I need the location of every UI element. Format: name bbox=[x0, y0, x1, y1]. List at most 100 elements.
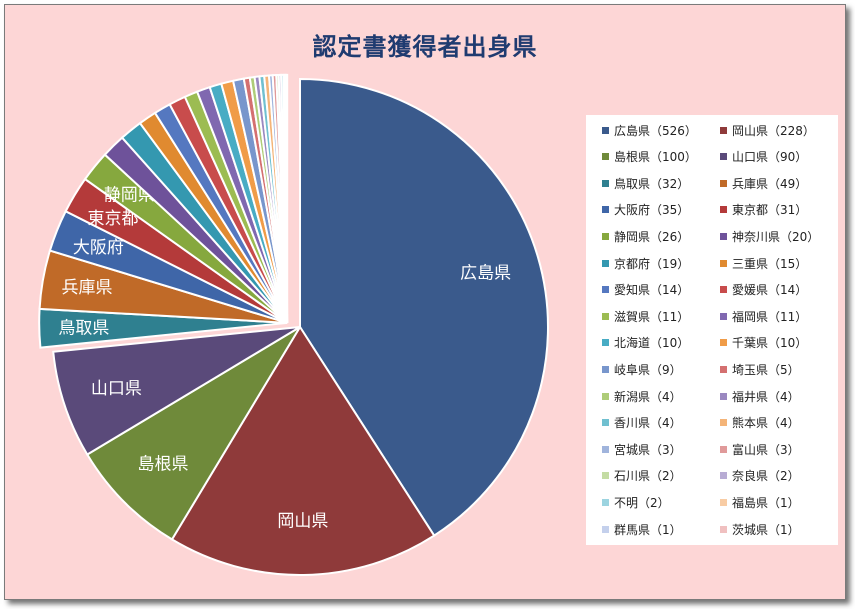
legend-label: 三重県（15） bbox=[732, 256, 808, 271]
legend-item: 山口県（90） bbox=[720, 144, 807, 170]
legend-label: 岡山県（228） bbox=[732, 123, 815, 138]
legend-item: 愛知県（14） bbox=[602, 277, 689, 303]
legend-swatch bbox=[602, 259, 609, 267]
slice-label-兵庫県: 兵庫県 bbox=[61, 278, 112, 298]
legend-label: 愛媛県（14） bbox=[732, 283, 808, 298]
legend-label: 東京都（31） bbox=[732, 203, 808, 218]
legend-label: 広島県（526） bbox=[614, 123, 697, 138]
pie-slice-岡山県 bbox=[170, 325, 436, 576]
legend-swatch bbox=[602, 419, 609, 427]
legend-item: 熊本県（4） bbox=[720, 410, 800, 436]
pie-slice-茨城県 bbox=[284, 73, 289, 323]
legend-swatch bbox=[602, 312, 609, 320]
legend-label: 岐阜県（9） bbox=[614, 362, 682, 377]
legend-label: 滋賀県（11） bbox=[614, 309, 690, 324]
legend-item: 不明（2） bbox=[602, 489, 670, 515]
legend-item: 広島県（526） bbox=[602, 117, 697, 143]
legend-item: 奈良県（2） bbox=[720, 463, 800, 489]
legend-swatch bbox=[602, 445, 609, 453]
slice-label-鳥取県: 鳥取県 bbox=[58, 318, 109, 338]
legend-label: 山口県（90） bbox=[732, 150, 808, 165]
legend-item: 東京都（31） bbox=[720, 197, 807, 223]
legend-item: 富山県（3） bbox=[720, 436, 800, 462]
legend-swatch bbox=[720, 525, 727, 533]
legend-swatch bbox=[720, 206, 727, 214]
legend-label: 福井県（4） bbox=[732, 389, 800, 404]
legend-label: 福島県（1） bbox=[732, 495, 800, 510]
legend-label: 奈良県（2） bbox=[732, 469, 800, 484]
legend-label: 千葉県（10） bbox=[732, 336, 808, 351]
legend-item: 滋賀県（11） bbox=[602, 303, 689, 329]
legend-item: 宮城県（3） bbox=[602, 436, 682, 462]
legend-item: 福岡県（11） bbox=[720, 303, 807, 329]
legend-item: 京都府（19） bbox=[602, 250, 689, 276]
legend-swatch bbox=[602, 179, 609, 187]
legend-item: 福島県（1） bbox=[720, 489, 800, 515]
legend-item: 鳥取県（32） bbox=[602, 170, 689, 196]
legend-swatch bbox=[720, 232, 727, 240]
legend-label: 不明（2） bbox=[614, 495, 670, 510]
legend-item: 大阪府（35） bbox=[602, 197, 689, 223]
legend-swatch bbox=[720, 153, 727, 161]
legend-swatch bbox=[720, 179, 727, 187]
legend-label: 石川県（2） bbox=[614, 469, 682, 484]
legend-item: 愛媛県（14） bbox=[720, 277, 807, 303]
chart-title: 認定書獲得者出身県 bbox=[312, 33, 538, 61]
legend-item: 静岡県（26） bbox=[602, 223, 689, 249]
legend-item: 島根県（100） bbox=[602, 144, 697, 170]
legend-swatch bbox=[602, 206, 609, 214]
legend-swatch bbox=[720, 126, 727, 134]
legend-label: 茨城県（1） bbox=[732, 522, 800, 537]
legend-item: 香川県（4） bbox=[602, 410, 682, 436]
slice-label-広島県: 広島県 bbox=[460, 263, 511, 283]
slice-label-東京都: 東京都 bbox=[88, 209, 139, 229]
legend-label: 大阪府（35） bbox=[614, 203, 690, 218]
legend-label: 静岡県（26） bbox=[614, 229, 690, 244]
legend-label: 鳥取県（32） bbox=[614, 176, 690, 191]
legend-item: 神奈川県（20） bbox=[720, 223, 819, 249]
legend-label: 香川県（4） bbox=[614, 416, 682, 431]
legend-swatch bbox=[720, 419, 727, 427]
slice-label-山口県: 山口県 bbox=[91, 379, 142, 399]
legend-item: 群馬県（1） bbox=[602, 516, 682, 542]
legend-item: 兵庫県（49） bbox=[720, 170, 807, 196]
pie-slice-島根県 bbox=[85, 326, 301, 541]
legend-item: 埼玉県（5） bbox=[720, 356, 800, 382]
legend-swatch bbox=[720, 312, 727, 320]
legend-swatch bbox=[602, 153, 609, 161]
legend-item: 新潟県（4） bbox=[602, 383, 682, 409]
legend-label: 島根県（100） bbox=[614, 150, 697, 165]
legend-item: 茨城県（1） bbox=[720, 516, 800, 542]
legend-label: 北海道（10） bbox=[614, 336, 690, 351]
legend-item: 北海道（10） bbox=[602, 330, 689, 356]
slice-label-岡山県: 岡山県 bbox=[277, 511, 328, 531]
legend-item: 千葉県（10） bbox=[720, 330, 807, 356]
legend-swatch bbox=[602, 232, 609, 240]
legend-swatch bbox=[720, 365, 727, 373]
legend-label: 宮城県（3） bbox=[614, 442, 682, 457]
slice-label-大阪府: 大阪府 bbox=[73, 238, 124, 258]
legend-swatch bbox=[602, 525, 609, 533]
pie-slice-山口県 bbox=[52, 326, 301, 456]
legend-swatch bbox=[602, 126, 609, 134]
slice-label-静岡県: 静岡県 bbox=[104, 186, 155, 206]
legend-swatch bbox=[720, 498, 727, 506]
legend-swatch bbox=[720, 339, 727, 347]
legend-label: 兵庫県（49） bbox=[732, 176, 808, 191]
legend-item: 石川県（2） bbox=[602, 463, 682, 489]
legend-swatch bbox=[602, 286, 609, 294]
pie-slice-広島県 bbox=[299, 77, 549, 537]
legend-swatch bbox=[602, 365, 609, 373]
legend-swatch bbox=[602, 339, 609, 347]
legend-swatch bbox=[720, 445, 727, 453]
legend-swatch bbox=[720, 472, 727, 480]
legend-label: 新潟県（4） bbox=[614, 389, 682, 404]
legend-swatch bbox=[602, 472, 609, 480]
legend-item: 岐阜県（9） bbox=[602, 356, 682, 382]
legend-label: 熊本県（4） bbox=[732, 416, 800, 431]
legend-item: 福井県（4） bbox=[720, 383, 800, 409]
legend-swatch bbox=[720, 259, 727, 267]
slice-label-島根県: 島根県 bbox=[138, 455, 189, 475]
legend-swatch bbox=[720, 286, 727, 294]
